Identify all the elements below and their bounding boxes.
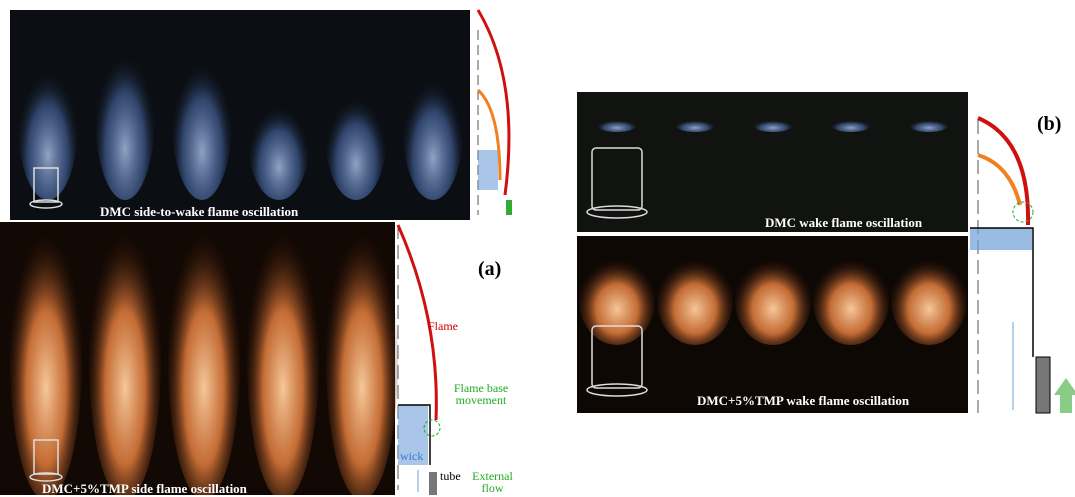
schematic-label: tube [440,470,461,482]
flame [326,80,386,200]
flame [813,255,889,345]
photo-a-top [10,10,470,220]
flame [831,118,871,132]
caption: DMC side-to-wake flame oscillation [100,204,298,220]
flame [247,220,319,495]
flame [909,118,949,132]
flame [95,30,155,200]
schematic-label: External flow [470,470,515,494]
flame [326,220,398,495]
flame [18,50,78,200]
flame [579,255,655,345]
flame [172,40,232,200]
flame [753,118,793,132]
schematic-label: wick [400,450,423,462]
panel-label: (b) [1037,113,1061,136]
schematic-b [970,118,1075,413]
flame [168,220,240,495]
flame [249,90,309,200]
flame [403,60,463,200]
schematic-label: Flame base movement [451,382,511,406]
flame [891,255,967,345]
flame [735,255,811,345]
flame [89,220,161,495]
caption: DMC wake flame oscillation [765,215,922,231]
caption: DMC+5%TMP wake flame oscillation [697,393,909,409]
schematic-label: Flame [428,320,458,332]
panel-label: (a) [478,258,501,281]
page: DMC side-to-wake flame oscillation DMC+5… [0,0,1075,495]
flame [10,220,82,495]
flame [657,255,733,345]
flame [675,118,715,132]
figure [0,0,1075,495]
flame [597,118,637,132]
photo-b-top [577,92,968,232]
